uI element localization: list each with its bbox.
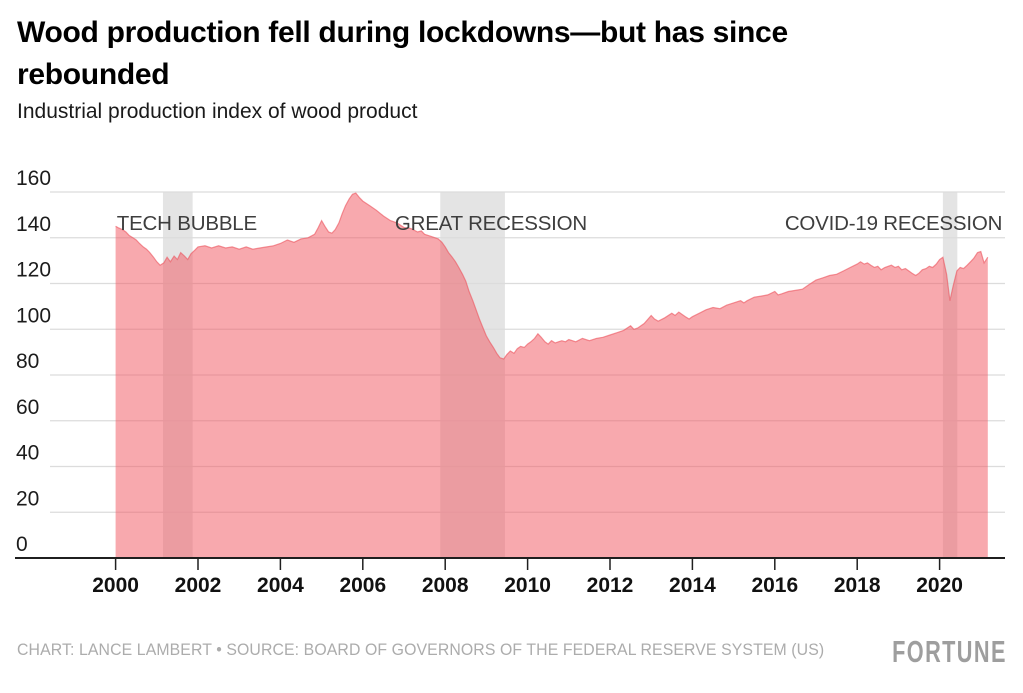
x-axis-tick-label: 2000 [92,574,139,597]
recession-band-label: TECH BUBBLE [117,212,257,235]
x-axis-tick-label: 2006 [339,574,386,597]
x-axis-tick-label: 2016 [751,574,798,597]
area-series-edge [115,192,989,360]
x-axis-tick-label: 2008 [422,574,469,597]
recession-band-label: COVID-19 RECESSION [785,212,1002,235]
chart-subtitle: Industrial production index of wood prod… [17,100,418,123]
area-series-fill [115,193,988,558]
recession-band-label: GREAT RECESSION [395,212,587,235]
y-axis-tick-label: 0 [16,533,28,556]
x-axis-tick-label: 2002 [175,574,222,597]
x-axis-tick-label: 2018 [834,574,881,597]
wood-production-area-chart: 0 20 40 60 80 100 120 140 160 TECH BUBBLE GREAT RE… [15,167,1005,597]
x-axis-tick-label: 2010 [504,574,551,597]
x-axis-tick-label: 2004 [257,574,304,597]
y-axis-tick-label: 80 [16,350,39,373]
y-axis-tick-label: 40 [16,442,39,465]
chart-credit: CHART: LANCE LAMBERT • SOURCE: BOARD OF … [17,641,825,659]
chart-title: Wood production fell during lockdowns—bu… [17,16,788,91]
y-axis-tick-label: 160 [16,167,51,190]
y-axis-tick-label: 20 [16,487,39,510]
x-axis-tick-label: 2014 [669,574,716,597]
x-axis-tick-label: 2020 [916,574,963,597]
y-axis-tick-label: 120 [16,259,51,282]
x-axis-tick-label: 2012 [587,574,634,597]
fortune-logo: FORTUNE [892,634,1007,669]
y-axis-tick-label: 140 [16,213,51,236]
y-axis-tick-label: 100 [16,304,51,327]
y-axis-tick-label: 60 [16,396,39,419]
